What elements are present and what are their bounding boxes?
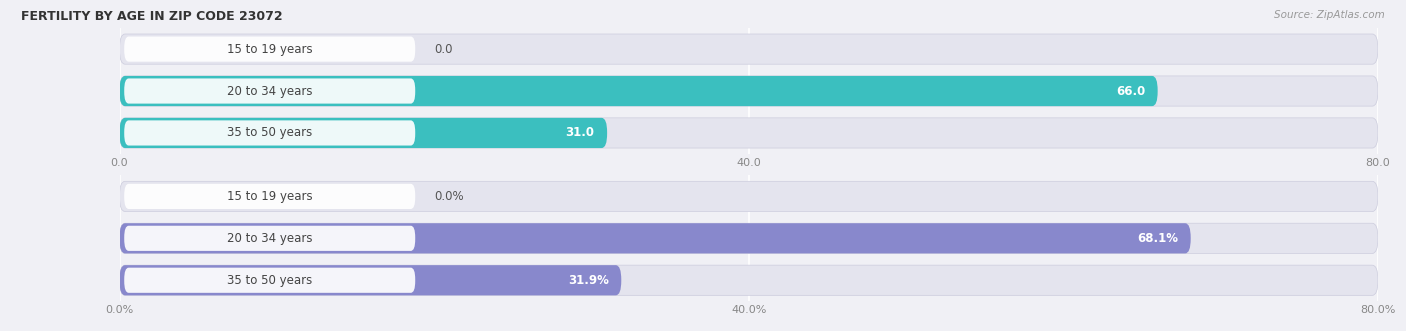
FancyBboxPatch shape xyxy=(120,34,1378,64)
Text: 35 to 50 years: 35 to 50 years xyxy=(228,126,312,139)
FancyBboxPatch shape xyxy=(120,118,607,148)
FancyBboxPatch shape xyxy=(124,226,415,251)
Text: 20 to 34 years: 20 to 34 years xyxy=(226,84,312,98)
Text: 68.1%: 68.1% xyxy=(1137,232,1178,245)
FancyBboxPatch shape xyxy=(120,265,1378,295)
Text: 15 to 19 years: 15 to 19 years xyxy=(226,190,312,203)
FancyBboxPatch shape xyxy=(124,36,415,62)
FancyBboxPatch shape xyxy=(120,76,1157,106)
FancyBboxPatch shape xyxy=(120,223,1191,254)
Text: 15 to 19 years: 15 to 19 years xyxy=(226,43,312,56)
Text: 0.0: 0.0 xyxy=(434,43,453,56)
Text: 31.9%: 31.9% xyxy=(568,274,609,287)
FancyBboxPatch shape xyxy=(120,223,1378,254)
Text: 20 to 34 years: 20 to 34 years xyxy=(226,232,312,245)
FancyBboxPatch shape xyxy=(124,184,415,209)
Text: 0.0%: 0.0% xyxy=(434,190,464,203)
Text: 35 to 50 years: 35 to 50 years xyxy=(228,274,312,287)
FancyBboxPatch shape xyxy=(124,120,415,146)
Text: FERTILITY BY AGE IN ZIP CODE 23072: FERTILITY BY AGE IN ZIP CODE 23072 xyxy=(21,10,283,23)
FancyBboxPatch shape xyxy=(124,268,415,293)
FancyBboxPatch shape xyxy=(120,118,1378,148)
Text: Source: ZipAtlas.com: Source: ZipAtlas.com xyxy=(1274,10,1385,20)
FancyBboxPatch shape xyxy=(120,181,1378,212)
FancyBboxPatch shape xyxy=(120,76,1378,106)
FancyBboxPatch shape xyxy=(124,78,415,104)
Text: 31.0: 31.0 xyxy=(565,126,595,139)
Text: 66.0: 66.0 xyxy=(1116,84,1144,98)
FancyBboxPatch shape xyxy=(120,265,621,295)
